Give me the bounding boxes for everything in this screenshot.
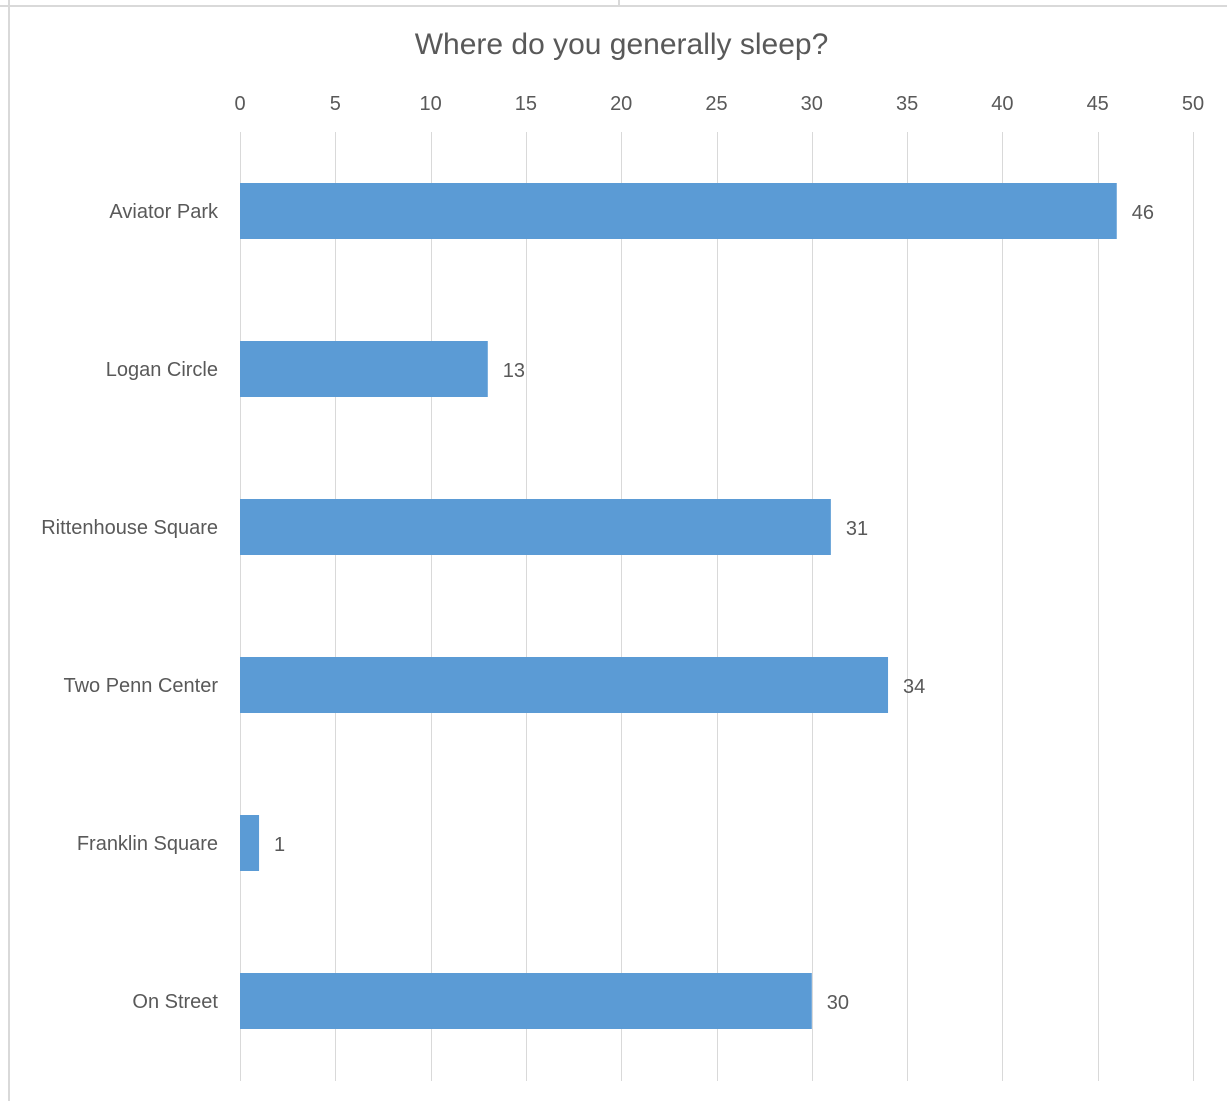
window-left-border: [8, 0, 10, 1101]
window-top-border: [0, 0, 1227, 7]
bar: [240, 341, 488, 397]
x-tick-label: 0: [234, 93, 245, 115]
x-tick-label: 50: [1182, 93, 1204, 115]
x-tick-label: 35: [896, 93, 918, 115]
data-label: 13: [503, 360, 525, 382]
data-label: 46: [1132, 202, 1154, 224]
category-label: Rittenhouse Square: [41, 517, 218, 539]
gridlines: [240, 132, 1194, 1081]
category-label: Franklin Square: [77, 833, 218, 855]
data-label: 31: [846, 518, 868, 540]
x-tick-label: 15: [515, 93, 537, 115]
x-tick-label: 5: [330, 93, 341, 115]
x-tick-label: 45: [1087, 93, 1109, 115]
category-label: Two Penn Center: [63, 675, 218, 697]
x-tick-label: 20: [610, 93, 632, 115]
data-labels: 46 13 31 34 1 30: [274, 202, 1154, 1014]
x-tick-label: 30: [801, 93, 823, 115]
x-tick-label: 25: [705, 93, 727, 115]
chart-title: Where do you generally sleep?: [414, 28, 829, 61]
bar: [240, 499, 831, 555]
bars: [240, 183, 1117, 1029]
data-label: 30: [827, 992, 849, 1014]
x-tick-label: 10: [419, 93, 441, 115]
bar: [240, 657, 889, 713]
category-label: On Street: [132, 991, 218, 1013]
window-pane-divider: [618, 0, 620, 7]
bar: [240, 815, 260, 871]
bar: [240, 973, 812, 1029]
category-labels: Aviator Park Logan Circle Rittenhouse Squa…: [41, 201, 219, 1013]
data-label: 34: [903, 676, 925, 698]
category-label: Aviator Park: [109, 201, 219, 223]
x-tick-label: 40: [991, 93, 1013, 115]
x-axis-tick-labels: 0 5 10 15 20 25 30 35 40 45 50: [234, 93, 1204, 115]
category-label: Logan Circle: [106, 359, 218, 381]
bar: [240, 183, 1117, 239]
data-label: 1: [274, 834, 285, 856]
